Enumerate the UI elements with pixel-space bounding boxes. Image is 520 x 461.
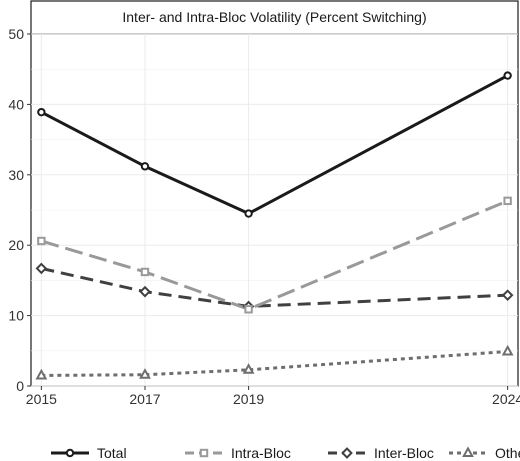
data-point-inter-bloc (139, 285, 151, 298)
data-point-total (140, 162, 150, 171)
x-tick-label: 2024 (492, 391, 520, 407)
x-tick-label: 2017 (129, 391, 160, 407)
y-tick-label: 40 (8, 96, 24, 112)
chart-title: Inter- and Intra-Bloc Volatility (Percen… (122, 9, 426, 25)
y-tick-label: 0 (16, 378, 24, 394)
series-line-other (41, 350, 508, 377)
legend-marker-total (65, 448, 75, 458)
data-point-total (244, 209, 253, 218)
legend-marker-intra-bloc (199, 448, 209, 458)
axes: 0 10 20 30 40 50 2015 2017 2019 2024 (8, 26, 520, 407)
grid-lines (31, 33, 518, 387)
x-tick-label: 2015 (26, 391, 57, 407)
data-point-other (139, 368, 151, 379)
data-point-intra-bloc (37, 236, 46, 246)
x-tick-label: 2019 (233, 391, 264, 407)
legend-marker-inter-bloc (341, 447, 353, 459)
panel-strip (30, 0, 519, 35)
data-point-intra-bloc (503, 196, 512, 206)
y-tick-label: 10 (8, 308, 24, 324)
series-line-intra-bloc (40, 199, 509, 311)
data-point-total (503, 71, 512, 80)
data-point-inter-bloc (35, 262, 48, 275)
data-point-intra-bloc (140, 267, 150, 277)
data-point-other (501, 344, 514, 356)
data-point-other (242, 363, 255, 374)
legend-label-inter-bloc: Inter-Bloc (374, 445, 434, 461)
series-line-total (40, 74, 509, 216)
y-tick-label: 20 (8, 237, 24, 253)
data-series (35, 71, 514, 380)
data-point-inter-bloc (501, 289, 514, 301)
legend-label-intra-bloc: Intra-Bloc (231, 445, 291, 461)
legend-marker-other (462, 446, 474, 457)
data-point-intra-bloc (244, 305, 253, 314)
data-point-total (37, 107, 46, 117)
series-line-inter-bloc (41, 266, 508, 308)
data-point-other (35, 368, 48, 380)
legend-label-other: Other (495, 445, 520, 461)
legend: Total Intra-Bloc Inter-Bloc Other (51, 445, 520, 461)
y-tick-label: 50 (8, 26, 24, 42)
y-tick-label: 30 (8, 167, 24, 183)
legend-label-total: Total (97, 445, 127, 461)
